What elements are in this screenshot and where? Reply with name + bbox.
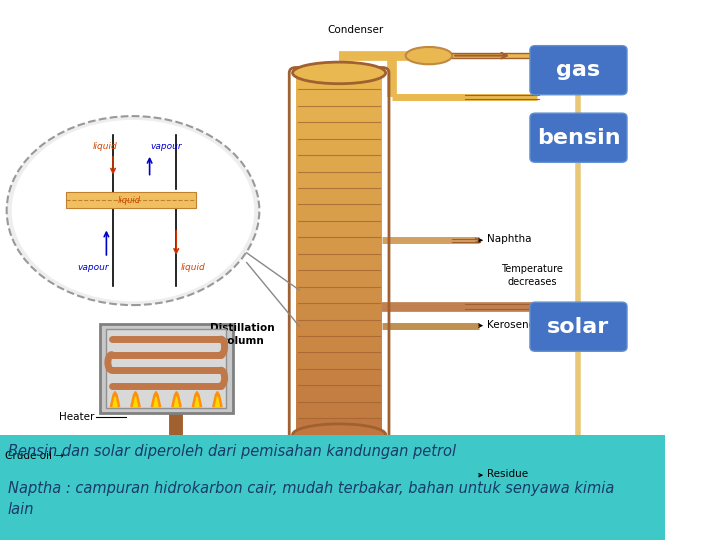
Ellipse shape bbox=[405, 47, 452, 64]
Bar bbox=[296, 237, 382, 254]
Bar bbox=[296, 418, 382, 435]
Text: Heater: Heater bbox=[59, 413, 94, 422]
Polygon shape bbox=[192, 392, 202, 407]
Bar bbox=[296, 154, 382, 172]
FancyBboxPatch shape bbox=[100, 324, 233, 413]
Text: liquid: liquid bbox=[118, 197, 141, 205]
Bar bbox=[296, 138, 382, 155]
Bar bbox=[296, 352, 382, 369]
Bar bbox=[296, 187, 382, 205]
Text: liquid: liquid bbox=[181, 263, 205, 272]
Polygon shape bbox=[113, 397, 117, 407]
Bar bbox=[296, 89, 382, 106]
Text: Bensin dan solar diperoleh dari pemisahan kandungan petrol: Bensin dan solar diperoleh dari pemisaha… bbox=[8, 444, 456, 460]
Bar bbox=[296, 401, 382, 418]
Polygon shape bbox=[131, 392, 140, 407]
Bar bbox=[296, 319, 382, 336]
Text: Crude oil →: Crude oil → bbox=[5, 451, 64, 461]
Bar bbox=[296, 253, 382, 270]
FancyBboxPatch shape bbox=[107, 329, 226, 408]
Bar bbox=[296, 220, 382, 238]
Bar bbox=[296, 72, 382, 89]
Bar bbox=[296, 368, 382, 386]
Text: Distillation
column: Distillation column bbox=[210, 323, 275, 346]
Text: Naphtha: Naphtha bbox=[487, 234, 531, 244]
Polygon shape bbox=[133, 397, 138, 407]
Polygon shape bbox=[154, 397, 158, 407]
Text: vapour: vapour bbox=[77, 263, 109, 272]
Bar bbox=[66, 192, 196, 208]
Polygon shape bbox=[195, 397, 199, 407]
FancyBboxPatch shape bbox=[530, 302, 627, 351]
FancyBboxPatch shape bbox=[530, 113, 627, 162]
Text: Naptha : campuran hidrokarbon cair, mudah terbakar, bahan untuk senyawa kimia
la: Naptha : campuran hidrokarbon cair, muda… bbox=[8, 481, 614, 517]
Polygon shape bbox=[174, 397, 179, 407]
Bar bbox=[296, 171, 382, 188]
Ellipse shape bbox=[12, 120, 254, 301]
Text: bensin: bensin bbox=[536, 127, 621, 148]
Bar bbox=[296, 385, 382, 402]
Text: Temperature
decreases: Temperature decreases bbox=[501, 264, 563, 287]
Polygon shape bbox=[110, 392, 120, 407]
Bar bbox=[296, 335, 382, 353]
Bar bbox=[296, 269, 382, 287]
Bar bbox=[296, 204, 382, 221]
Ellipse shape bbox=[292, 62, 386, 84]
Polygon shape bbox=[213, 392, 222, 407]
Text: Kerosene: Kerosene bbox=[487, 320, 536, 329]
Ellipse shape bbox=[292, 424, 386, 446]
Text: vapour: vapour bbox=[150, 142, 182, 151]
Bar bbox=[296, 286, 382, 303]
Text: solar: solar bbox=[547, 316, 610, 337]
FancyBboxPatch shape bbox=[0, 435, 665, 540]
Text: liquid: liquid bbox=[93, 142, 117, 151]
FancyBboxPatch shape bbox=[530, 45, 627, 95]
Text: gas: gas bbox=[557, 60, 600, 80]
Polygon shape bbox=[151, 392, 161, 407]
Text: Residue: Residue bbox=[487, 469, 528, 479]
Bar bbox=[296, 105, 382, 122]
Ellipse shape bbox=[6, 116, 259, 305]
Bar bbox=[296, 302, 382, 320]
Polygon shape bbox=[172, 392, 181, 407]
Polygon shape bbox=[215, 397, 220, 407]
Bar bbox=[296, 122, 382, 139]
Text: Condenser: Condenser bbox=[328, 25, 384, 35]
